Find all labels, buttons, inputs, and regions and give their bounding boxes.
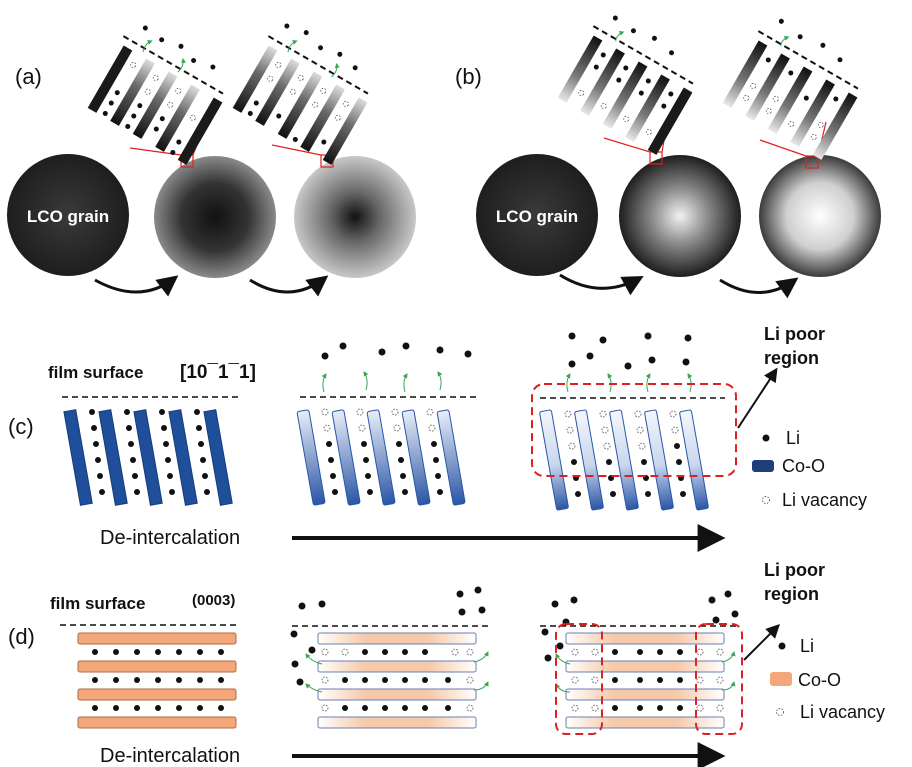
legend-coo-label-d: Co-O: [798, 670, 841, 690]
li-ions-desorbed-d2: [290, 586, 486, 686]
deintercalation-label-d: De-intercalation: [100, 745, 240, 767]
li-vacancies-d3: [571, 648, 724, 712]
orientation-label-d: (0003): [192, 592, 235, 609]
li-poor-region-box-d-right: [695, 623, 743, 735]
legend-li-label-d: Li: [800, 636, 814, 656]
li-ions-d1: [92, 649, 224, 711]
lco-grain-pristine-b: [476, 154, 598, 276]
legend-li-marker-d: [778, 642, 786, 650]
zoom-inset-b2: [722, 18, 859, 160]
lco-grain-pristine-a: [7, 154, 129, 276]
lco-grain-partial-b: [619, 155, 741, 277]
panel-d-label: (d): [8, 624, 35, 649]
li-ions-desorbed-c3: [568, 332, 692, 370]
transition-arrow-a1: [94, 275, 179, 297]
legend-vacancy-marker-d: [776, 708, 784, 716]
legend-coo-swatch-d: [770, 672, 792, 686]
zoom-inset-a1: [87, 25, 224, 165]
li-vacancies-c3: [564, 410, 679, 450]
coo-layers-d3: [565, 632, 725, 729]
coo-layers-c3: [539, 409, 709, 511]
zoom-inset-a2: [232, 23, 369, 165]
li-poor-label-c-2: region: [764, 348, 819, 368]
film-surface-label-d: film surface: [50, 594, 145, 613]
li-vacancies-c2: [321, 408, 436, 432]
grain-label-a: LCO grain: [27, 207, 109, 226]
li-migration-arrows-d2: [305, 651, 489, 693]
coo-layers-c1: [63, 409, 233, 506]
panel-a-label: (a): [15, 64, 42, 89]
li-ions-d3: [612, 649, 683, 711]
li-ions-d2: [342, 649, 451, 711]
orientation-label-c: [10¯1¯1]: [180, 362, 256, 383]
grain-label-b: LCO grain: [496, 207, 578, 226]
legend-coo-label-c: Co-O: [782, 456, 825, 476]
legend-coo-swatch-c: [752, 460, 774, 472]
film-surface-label-c: film surface: [48, 363, 143, 382]
panel-a: (a) LCO grain: [7, 23, 416, 297]
li-vacancies-d2: [321, 648, 474, 712]
transition-arrow-b2: [719, 277, 799, 299]
panel-c-label: (c): [8, 414, 34, 439]
li-migration-arrows-c3: [565, 373, 693, 393]
li-ions-c3: [571, 443, 686, 497]
lco-grain-delithiated-a: [294, 156, 416, 278]
zoom-inset-b1: [557, 15, 694, 155]
li-ions-desorbed-c2: [321, 342, 472, 360]
li-poor-pointer-d: [743, 624, 780, 661]
lco-grain-delithiated-b: [759, 155, 881, 277]
li-poor-label-d-2: region: [764, 584, 819, 604]
li-poor-label-c-1: Li poor: [764, 324, 825, 344]
li-poor-pointer-c: [737, 367, 778, 429]
panel-b: (b) LCO grain: [455, 15, 881, 299]
coo-layers-d1: [77, 632, 237, 729]
li-ions-desorbed-d3: [541, 590, 739, 662]
li-ions-c1: [89, 409, 210, 495]
coo-layers-c2: [296, 409, 466, 506]
legend-vacancy-label-d: Li vacancy: [800, 702, 885, 722]
li-migration-arrows-c2: [321, 371, 443, 393]
transition-arrow-b1: [559, 273, 644, 296]
li-poor-region-box-d-left: [555, 623, 603, 735]
legend-vacancy-label-c: Li vacancy: [782, 490, 867, 510]
li-poor-label-d-1: Li poor: [764, 560, 825, 580]
panel-d: (d) film surface (0003): [8, 560, 885, 767]
legend-li-label-c: Li: [786, 428, 800, 448]
panel-c: (c) film surface [10¯1¯1]: [8, 324, 867, 552]
coo-layers-d2: [317, 632, 477, 729]
deintercalation-label-c: De-intercalation: [100, 527, 240, 549]
legend-vacancy-marker-c: [762, 496, 770, 504]
legend-li-marker-c: [762, 434, 770, 442]
panel-b-label: (b): [455, 64, 482, 89]
lco-grain-partial-a: [154, 156, 276, 278]
li-ions-c2: [326, 441, 443, 495]
transition-arrow-a2: [249, 275, 329, 297]
zoom-marker-b2: [805, 155, 819, 169]
